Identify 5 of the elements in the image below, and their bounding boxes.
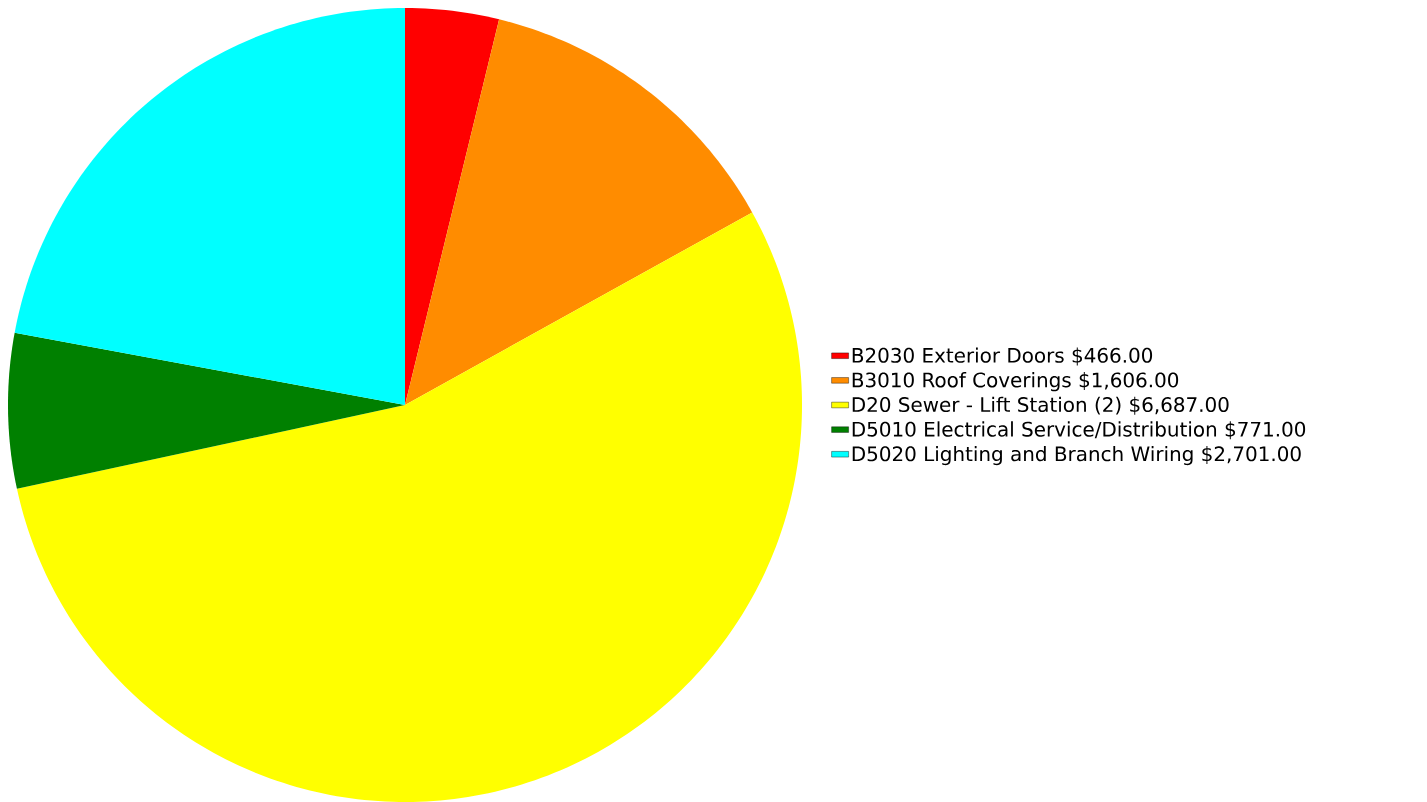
- legend-label: D20 Sewer - Lift Station (2) $6,687.00: [852, 396, 1229, 415]
- legend-label: B2030 Exterior Doors $466.00: [852, 347, 1153, 366]
- legend-label: D5010 Electrical Service/Distribution $771.00: [852, 421, 1306, 440]
- legend-label: D5020 Lighting and Branch Wiring $2,701.00: [852, 445, 1301, 466]
- legend-label: B3010 Roof Coverings $1,606.00: [852, 372, 1179, 392]
